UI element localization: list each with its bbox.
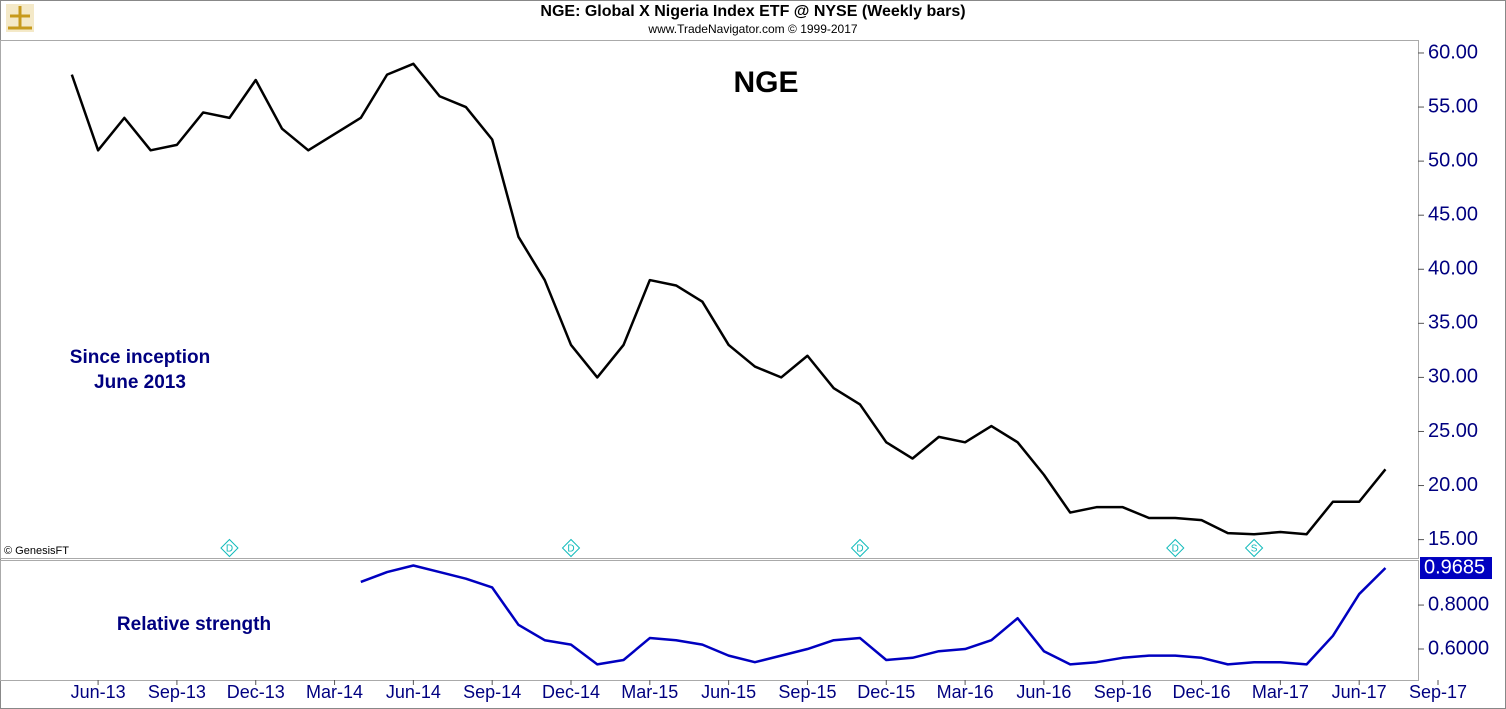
x-tick-label: Jun-15 xyxy=(701,682,756,702)
event-marker xyxy=(1244,538,1264,558)
x-tick-label: Mar-17 xyxy=(1252,682,1309,702)
x-tick-label: Mar-14 xyxy=(306,682,363,702)
x-tick-label: Sep-15 xyxy=(778,682,836,702)
x-tick-label: Sep-17 xyxy=(1409,682,1467,702)
x-tick-label: Dec-15 xyxy=(857,682,915,702)
y-tick-label: 0.8000 xyxy=(1428,593,1489,615)
event-marker-label: D xyxy=(1172,544,1179,555)
x-tick-label: Jun-14 xyxy=(386,682,441,702)
x-tick-label: Jun-17 xyxy=(1332,682,1387,702)
x-tick-label: Dec-13 xyxy=(227,682,285,702)
y-tick-label: 30.00 xyxy=(1428,366,1478,388)
chart-title: NGE: Global X Nigeria Index ETF @ NYSE (… xyxy=(540,3,965,20)
event-marker-label: D xyxy=(856,544,863,555)
rs-panel xyxy=(0,560,1419,681)
event-marker-label: D xyxy=(226,544,233,555)
x-tick-label: Mar-15 xyxy=(621,682,678,702)
y-tick-label: 20.00 xyxy=(1428,474,1478,496)
series-label: NGE xyxy=(733,66,798,99)
chart-subtitle: www.TradeNavigator.com © 1999-2017 xyxy=(647,22,857,36)
event-marker xyxy=(561,538,581,558)
current-value-label: 0.9685 xyxy=(1424,556,1485,578)
x-tick-label: Dec-14 xyxy=(542,682,600,702)
x-tick-label: Sep-13 xyxy=(148,682,206,702)
x-tick-label: Dec-16 xyxy=(1173,682,1231,702)
y-tick-label: 40.00 xyxy=(1428,258,1478,280)
y-tick-label: 55.00 xyxy=(1428,95,1478,117)
annotation: June 2013 xyxy=(94,372,186,393)
x-tick-label: Mar-16 xyxy=(937,682,994,702)
y-tick-label: 0.6000 xyxy=(1428,637,1489,659)
series-line xyxy=(70,62,1387,536)
y-tick-label: 50.00 xyxy=(1428,149,1478,171)
x-tick-label: Sep-16 xyxy=(1094,682,1152,702)
y-tick-label: 45.00 xyxy=(1428,203,1478,225)
event-marker-label: D xyxy=(567,544,574,555)
y-tick-label: 35.00 xyxy=(1428,312,1478,334)
x-tick-label: Sep-14 xyxy=(463,682,521,702)
event-marker xyxy=(220,538,239,558)
x-tick-label: Jun-13 xyxy=(71,682,126,702)
series-label: Relative strength xyxy=(117,614,271,635)
current-value-box xyxy=(1420,557,1492,580)
y-tick-label: 15.00 xyxy=(1428,528,1478,550)
y-tick-label: 60.00 xyxy=(1428,41,1478,63)
event-marker xyxy=(1166,538,1185,558)
event-marker xyxy=(850,538,870,558)
y-tick-label: 25.00 xyxy=(1428,420,1478,442)
event-marker-label: S xyxy=(1251,544,1258,555)
annotation: Since inception xyxy=(70,347,210,368)
credit: © GenesisFT xyxy=(4,545,69,557)
logo xyxy=(6,4,34,32)
series-line xyxy=(360,564,1387,666)
main-panel xyxy=(0,40,1419,559)
x-tick-label: Jun-16 xyxy=(1016,682,1071,702)
